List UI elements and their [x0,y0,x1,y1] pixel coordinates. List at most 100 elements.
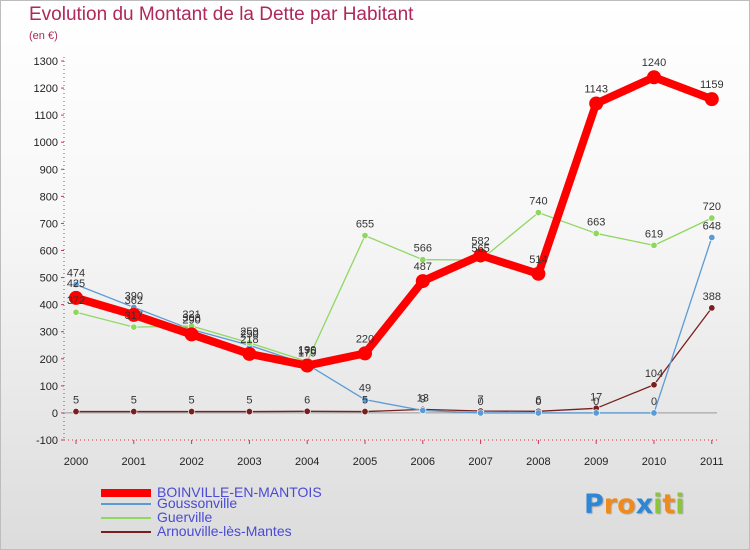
data-point [477,409,485,417]
x-tick-label: 2010 [642,456,666,468]
y-tick-label: 1200 [34,83,58,95]
data-point [708,304,716,312]
data-label: 317 [125,310,143,322]
x-tick-label: 2007 [468,456,492,468]
data-label: 388 [703,291,721,303]
x-tick-label: 2011 [700,456,724,468]
data-point [419,256,427,264]
data-point [419,406,427,414]
data-label: 0 [593,396,599,408]
data-point [361,396,369,404]
data-point [708,234,716,242]
y-tick-label: 200 [40,354,58,366]
data-label: 1159 [700,79,724,91]
data-label: 104 [645,368,663,380]
data-point [184,327,199,342]
data-label: 13 [417,392,429,404]
data-label: 250 [240,328,258,340]
legend-swatch [101,517,151,519]
chart-title: Evolution du Montant de la Dette par Hab… [29,4,414,25]
data-label: 648 [703,221,721,233]
y-tick-label: 1100 [34,110,58,122]
y-tick-label: 700 [40,218,58,230]
data-label: 619 [645,228,663,240]
data-point [245,339,253,347]
data-point [534,209,542,217]
data-point [647,70,661,85]
data-point [473,248,488,263]
legend-swatch [101,503,151,505]
data-label: 663 [587,216,605,228]
data-label: 740 [529,196,547,208]
data-label: 7 [478,394,484,406]
y-tick-label: 900 [40,164,58,176]
data-label: 175 [298,346,316,358]
data-label: 514 [529,254,547,266]
data-label: 362 [125,295,143,307]
series-line [72,73,716,370]
legend-swatch [101,489,151,497]
data-label: 220 [356,333,374,345]
data-label: 5 [73,395,79,407]
data-label: 0 [478,396,484,408]
data-label: 259 [240,326,258,338]
data-point [188,408,196,416]
y-tick-label: 0 [52,408,58,420]
legend-swatch [101,531,151,533]
data-label: 1240 [642,57,666,69]
data-point [72,408,80,416]
y-tick-label: 1300 [34,56,58,68]
data-point [245,408,253,416]
data-label: 1143 [584,84,608,96]
legend-label: Goussonville [157,495,238,511]
data-point [72,281,80,289]
series-line [75,211,713,363]
x-tick-label: 2006 [411,456,435,468]
logo-letter: P [584,489,604,520]
series-lines [69,70,719,417]
data-point [300,358,315,373]
data-label: 6 [535,394,541,406]
data-point [358,346,372,361]
y-tick-label: 800 [40,191,58,203]
data-point [650,381,658,389]
data-point [592,409,600,417]
data-point [72,308,80,316]
axes: -100010020030040050060070080090010001100… [34,56,724,468]
x-tick-label: 2001 [122,456,146,468]
data-label: 9 [420,393,426,405]
data-point [361,408,369,416]
y-tick-label: 600 [40,246,58,258]
logo-letter: r [603,489,618,520]
data-point [534,409,542,417]
chart-unit: (en €) [29,30,58,42]
legend-label: Guerville [157,509,213,525]
legend-label: Arnouville-lès-Mantes [157,523,292,539]
y-tick-label: -100 [36,435,58,447]
data-point [130,323,138,331]
data-label: 321 [182,309,200,321]
x-tick-label: 2000 [64,456,88,468]
data-point [361,232,369,240]
x-tick-label: 2004 [295,456,319,468]
x-tick-label: 2003 [237,456,261,468]
data-label: 720 [703,201,721,213]
y-tick-label: 100 [40,381,58,393]
data-label: 218 [240,334,258,346]
data-label: 566 [414,243,432,255]
data-label: 49 [359,383,371,395]
data-label: 0 [651,396,657,408]
data-label: 582 [471,235,489,247]
data-label: 474 [67,268,85,280]
logo-letter: i [675,489,685,520]
y-tick-label: 1000 [34,137,58,149]
data-label: 17 [590,391,602,403]
proxiti-logo: Proxiti [584,489,685,520]
data-point [242,346,257,361]
data-label: 425 [67,278,85,290]
data-point [303,407,311,415]
x-tick-label: 2008 [526,456,550,468]
data-label: 290 [182,314,200,326]
data-label: 6 [304,394,310,406]
